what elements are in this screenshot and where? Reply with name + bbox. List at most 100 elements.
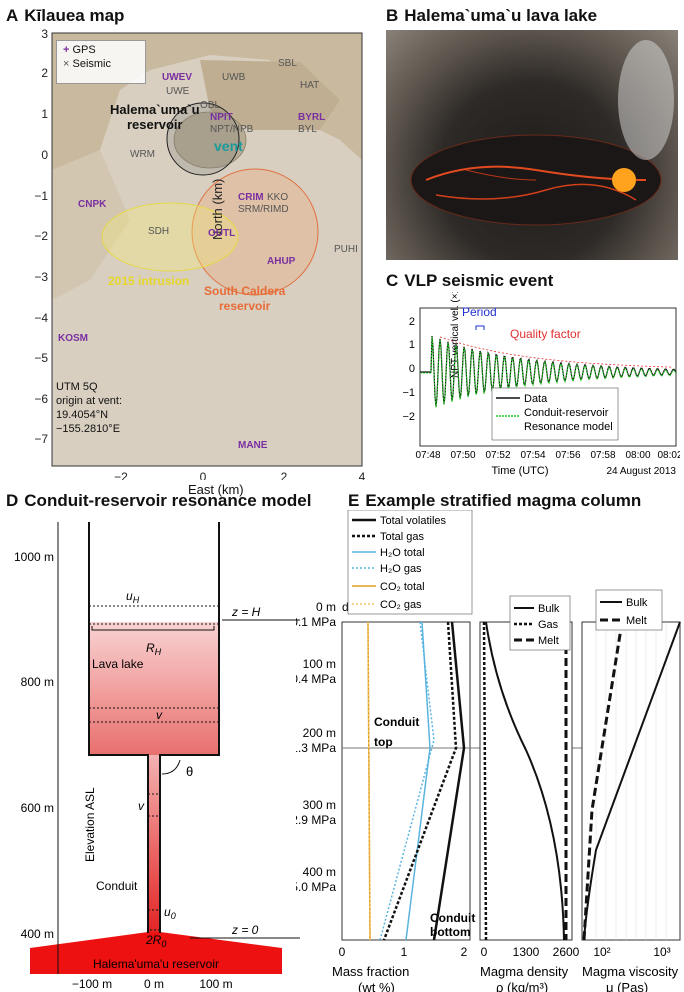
melt-viscosity-curve [582,621,624,941]
quality-factor-label: Quality factor [510,327,581,341]
depth-label: 100 m [303,657,336,671]
station-uwb: UWB [222,72,246,83]
vlp-xtick: 08:00 [625,450,650,461]
station-hat: HAT [300,80,320,91]
elev-tick: 400 m [21,927,54,941]
map-ylabel: North (km) [210,179,225,240]
station-uwe: UWE [166,86,190,97]
station-mane: MANE [238,440,268,451]
vlp-date: 24 August 2013 [606,466,676,477]
elev-tick: 600 m [21,801,54,815]
legend-item: Total volatiles [380,515,447,527]
legend-item: Melt [538,635,559,647]
station-sbl: SBL [278,58,297,69]
total-volatiles-curve [432,621,466,941]
volatiles-legend [347,510,473,615]
map-xtick: −2 [114,470,128,480]
south-caldera-label: South Caldera reservoir [204,284,286,313]
total-gas-curve [382,621,458,941]
station-npt-npb: NPT/NPB [210,124,254,135]
vlp-chart: NPT vertical vel. (×10⁻⁴ m/s) 2 1 0 −1 −… [402,292,680,477]
reservoir-label: Halema'uma'u reservoir [93,957,219,971]
conduit-top-label: Conduit [374,715,419,729]
vlp-ytick: 2 [409,316,415,328]
zH-label: z = H [231,605,261,619]
map-ytick: −6 [34,392,48,406]
legend-resonance-model: Resonance model [524,421,613,433]
vlp-xtick: 08:02 [657,450,680,461]
map-xtick: 0 [200,470,207,480]
vlp-ylabel: NPT vertical vel. (×10⁻⁴ m/s) [450,292,461,378]
vlp-ytick: 0 [409,363,415,375]
vlp-model-line [420,336,677,408]
utm-note: UTM 5Q origin at vent: 19.4054°N −155.2810… [56,381,123,435]
RH-label: RH [146,641,162,657]
width-tick: 0 m [144,977,164,991]
map-ytick: −7 [34,432,48,446]
map-xtick: 2 [281,470,288,480]
x2-tick: 0 [481,945,488,959]
vlp-ytick: −2 [402,411,415,423]
x3-tick: 10² [593,945,610,959]
conduit-diagram: 1000 m 800 m 600 m 400 m Elevation ASL −… [14,522,300,991]
h2o-total-curve [405,621,431,941]
x1-tick: 1 [401,945,408,959]
x3-label: Magma viscosity [582,964,679,979]
station-sdh: SDH [148,226,170,237]
map-xlabel: East (km) [188,482,244,497]
legend-gps: GPS [72,44,96,56]
x2-tick: 2600 [553,945,580,959]
v-label-conduit: v [138,799,145,813]
lava-lake-photo [386,30,678,260]
x2-tick: 1300 [513,945,540,959]
station-byl: BYL [298,124,317,135]
vlp-xlabel: Time (UTC) [491,465,548,477]
vlp-xtick: 07:50 [450,450,475,461]
elev-tick: 1000 m [14,550,54,564]
station-obl: OBL [200,100,221,111]
x2-unit: ρ (kg/m³) [496,980,548,992]
gas-density-curve [482,621,488,941]
map-legend: + GPS × Seismic [56,40,146,84]
vent-label: vent [214,138,243,154]
depth-label: 200 m [303,726,336,740]
station-kko: KKO [267,192,289,203]
legend-item: Gas [538,619,559,631]
legend-item: CO₂ gas [380,599,422,611]
theta-label: θ [186,764,193,779]
map-ytick: 3 [41,27,48,41]
station-cnpk: CNPK [78,199,107,210]
station-byrl: BYRL [298,112,326,123]
station-wrm: WRM [130,149,155,160]
map-ytick: 0 [41,148,48,162]
map-xticks: −2 0 2 4 [114,470,366,480]
pressure-label: 0.4 MPa [296,672,336,686]
x1-tick: 0 [339,945,346,959]
panel-b-title: B Halema`uma`u lava lake [386,6,598,25]
elev-tick: 800 m [21,675,54,689]
R0-label: 2R0 [145,933,166,949]
pressure-label: 0.1 MPa [296,615,336,629]
x1-tick: 2 [461,945,468,959]
x3-tick: 10³ [653,945,670,959]
x3-unit: μ (Pas) [606,980,648,992]
depth-zero: 0 m [316,600,336,614]
depth-label: 300 m [303,798,336,812]
pressure-label: 5.0 MPa [296,880,336,894]
station-crim: CRIM [238,192,264,203]
legend-conduit-reservoir: Conduit-reservoir [524,407,609,419]
vlp-ytick: −1 [402,387,415,399]
conduit-label: Conduit [96,879,138,893]
conduit-bottom-label: Conduit [430,911,475,925]
vlp-xtick: 07:54 [520,450,545,461]
station-puhi: PUHI [334,244,358,255]
panel-c-title: C VLP seismic event [386,271,554,290]
map-xtick: 4 [359,470,366,480]
legend-item: Total gas [380,531,425,543]
x1-label: Mass fraction [332,964,409,979]
v-label-lake: v [156,708,163,722]
svg-text:bottom: bottom [430,925,471,939]
panel-a-title: A Kīlauea map [6,6,125,25]
kilauea-map: North (km) 3 2 1 0 −1 −2 −3 −4 −5 −6 −7 … [34,27,366,480]
width-tick: −100 m [72,977,112,991]
